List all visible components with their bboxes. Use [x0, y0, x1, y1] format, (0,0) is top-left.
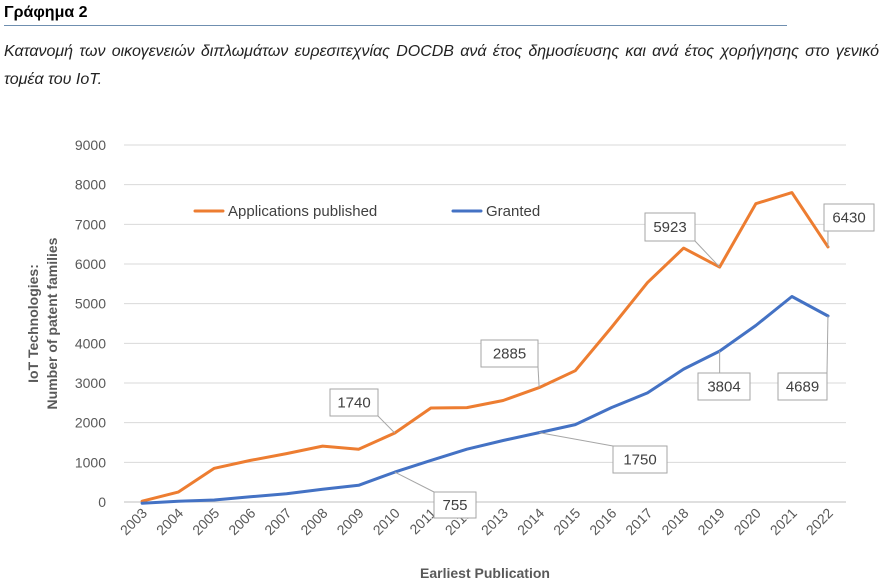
y-axis-title: Number of patent families — [44, 237, 60, 409]
x-tick-label: 2016 — [586, 505, 619, 538]
x-tick-label: 2017 — [622, 505, 655, 538]
y-tick-label: 1000 — [75, 454, 106, 470]
x-tick-label: 2008 — [297, 505, 330, 538]
data-label-leader — [695, 241, 720, 267]
x-tick-label: 2005 — [189, 505, 222, 538]
x-tick-label: 2010 — [370, 505, 403, 538]
data-label-leader — [539, 433, 613, 446]
data-label: 755 — [442, 497, 467, 514]
data-label-leader — [538, 367, 539, 388]
x-tick-label: 2014 — [514, 505, 547, 538]
legend-label: Applications published — [228, 203, 377, 220]
x-tick-label: 2018 — [658, 505, 691, 538]
x-tick-label: 2019 — [694, 505, 727, 538]
data-label: 2885 — [493, 346, 526, 363]
y-tick-label: 7000 — [75, 216, 106, 232]
y-tick-label: 2000 — [75, 415, 106, 431]
data-label-leader — [378, 416, 395, 433]
y-tick-label: 6000 — [75, 256, 106, 272]
y-tick-label: 4000 — [75, 335, 106, 351]
data-label: 6430 — [832, 210, 865, 227]
x-tick-label: 2007 — [261, 505, 294, 538]
data-label: 4689 — [786, 379, 819, 396]
legend-label: Granted — [486, 203, 540, 220]
x-axis-title: Earliest Publication — [420, 565, 550, 581]
data-label-leader — [395, 472, 434, 492]
x-tick-label: 2015 — [550, 505, 583, 538]
data-label-leader — [827, 316, 828, 373]
x-tick-label: 2006 — [225, 505, 258, 538]
x-tick-label: 2022 — [803, 505, 836, 538]
data-label: 5923 — [653, 219, 686, 236]
data-label: 3804 — [707, 379, 740, 396]
x-tick-label: 2003 — [117, 505, 150, 538]
y-tick-label: 3000 — [75, 375, 106, 391]
x-tick-label: 2020 — [731, 505, 764, 538]
x-tick-label: 2013 — [478, 505, 511, 538]
y-tick-label: 5000 — [75, 296, 106, 312]
x-tick-label: 2009 — [333, 505, 366, 538]
y-tick-label: 0 — [98, 494, 106, 510]
y-axis-title: IoT Technologies: — [25, 264, 41, 383]
y-tick-label: 9000 — [75, 137, 106, 153]
y-tick-label: 8000 — [75, 177, 106, 193]
data-label: 1750 — [623, 452, 656, 469]
x-tick-label: 2021 — [767, 505, 800, 538]
data-label: 1740 — [337, 395, 370, 412]
x-tick-label: 2004 — [153, 505, 186, 538]
